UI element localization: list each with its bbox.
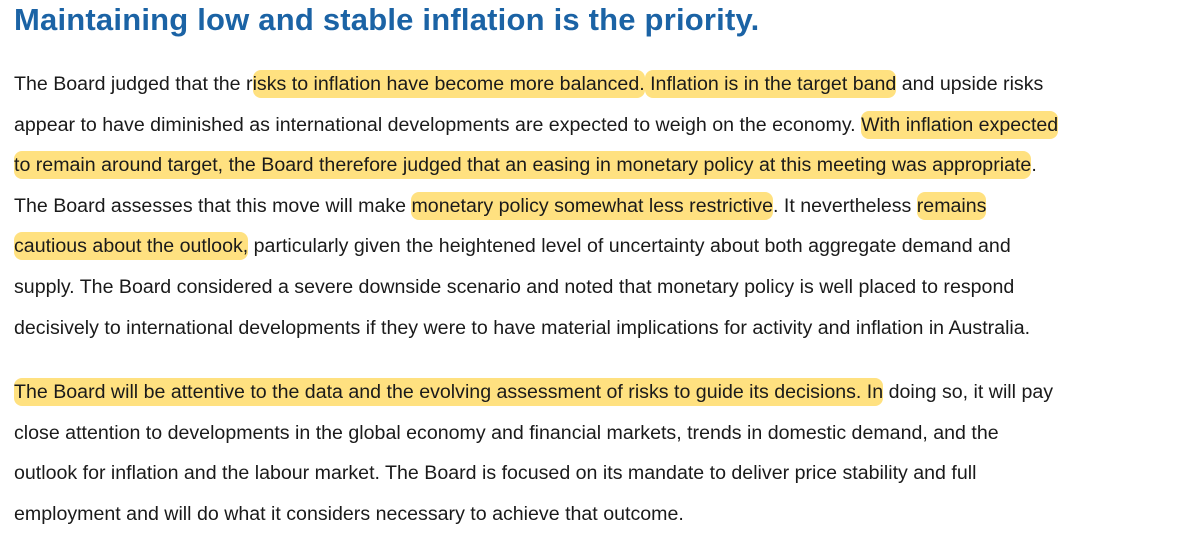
text-line: The Board assesses that this move will m… bbox=[14, 186, 1058, 227]
text-line: cautious about the outlook, particularly… bbox=[14, 226, 1058, 267]
highlighted-text: isks to inflation have become more balan… bbox=[252, 70, 645, 98]
text-line: The Board judged that the risks to infla… bbox=[14, 64, 1058, 105]
text: The Board judged that the r bbox=[14, 73, 253, 95]
text: . It nevertheless bbox=[773, 194, 917, 217]
text: . bbox=[1031, 154, 1037, 177]
highlighted-text: to remain around target, the Board there… bbox=[14, 151, 1032, 180]
text: and upside risks bbox=[896, 73, 1044, 95]
highlighted-text: monetary policy somewhat less restrictiv… bbox=[411, 191, 774, 220]
text: particularly given the heightened level … bbox=[248, 235, 1011, 258]
text: doing so, it will pay bbox=[883, 381, 1054, 403]
text: close attention to developments in the g… bbox=[14, 421, 999, 444]
text: decisively to international developments… bbox=[14, 316, 1031, 339]
text-line: outlook for inflation and the labour mar… bbox=[14, 453, 1053, 494]
text-line: to remain around target, the Board there… bbox=[14, 145, 1058, 186]
highlighted-text: Inflation is in the target band bbox=[644, 70, 897, 98]
text-line: close attention to developments in the g… bbox=[14, 413, 1053, 454]
text: outlook for inflation and the labour mar… bbox=[14, 462, 977, 485]
heading: Maintaining low and stable inflation is … bbox=[14, 2, 760, 37]
text-line: decisively to international developments… bbox=[14, 308, 1058, 349]
text: employment and will do what it considers… bbox=[14, 502, 684, 525]
text-line: The Board will be attentive to the data … bbox=[14, 372, 1053, 413]
highlighted-text: cautious about the outlook, bbox=[14, 232, 249, 261]
highlighted-text: remains bbox=[916, 191, 987, 220]
text: appear to have diminished as internation… bbox=[14, 113, 862, 136]
text: supply. The Board considered a severe do… bbox=[14, 275, 1015, 298]
text-line: appear to have diminished as internation… bbox=[14, 105, 1059, 146]
highlighted-text: The Board will be attentive to the data … bbox=[14, 378, 884, 406]
text: The Board assesses that this move will m… bbox=[14, 194, 412, 217]
paragraph: The Board judged that the risks to infla… bbox=[14, 64, 1059, 349]
paragraph: The Board will be attentive to the data … bbox=[14, 372, 1053, 534]
text-line: employment and will do what it considers… bbox=[14, 494, 1053, 535]
text-line: supply. The Board considered a severe do… bbox=[14, 267, 1058, 308]
highlighted-text: With inflation expected bbox=[861, 110, 1059, 139]
